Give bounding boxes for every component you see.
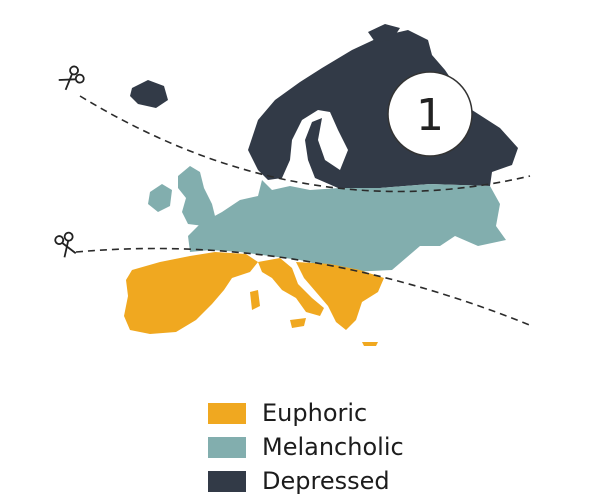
scissors-icon <box>58 65 85 91</box>
legend-label: Depressed <box>262 467 390 495</box>
number-badge: 1 <box>387 71 473 157</box>
legend-item-melancholic: Melancholic <box>208 430 404 464</box>
region-melancholic <box>148 166 506 272</box>
legend-item-euphoric: Euphoric <box>208 396 404 430</box>
cut-line-north <box>79 95 531 193</box>
europe-map: 1 <box>54 24 533 346</box>
legend-swatch <box>208 470 246 492</box>
scissors-icon <box>54 231 77 258</box>
legend-swatch <box>208 436 246 458</box>
legend-swatch <box>208 402 246 424</box>
legend-label: Melancholic <box>262 433 404 461</box>
legend-label: Euphoric <box>262 399 368 427</box>
legend: Euphoric Melancholic Depressed <box>208 396 404 498</box>
cut-line-south <box>75 247 533 327</box>
legend-item-depressed: Depressed <box>208 464 404 498</box>
badge-number: 1 <box>416 90 444 141</box>
region-euphoric <box>124 252 384 346</box>
